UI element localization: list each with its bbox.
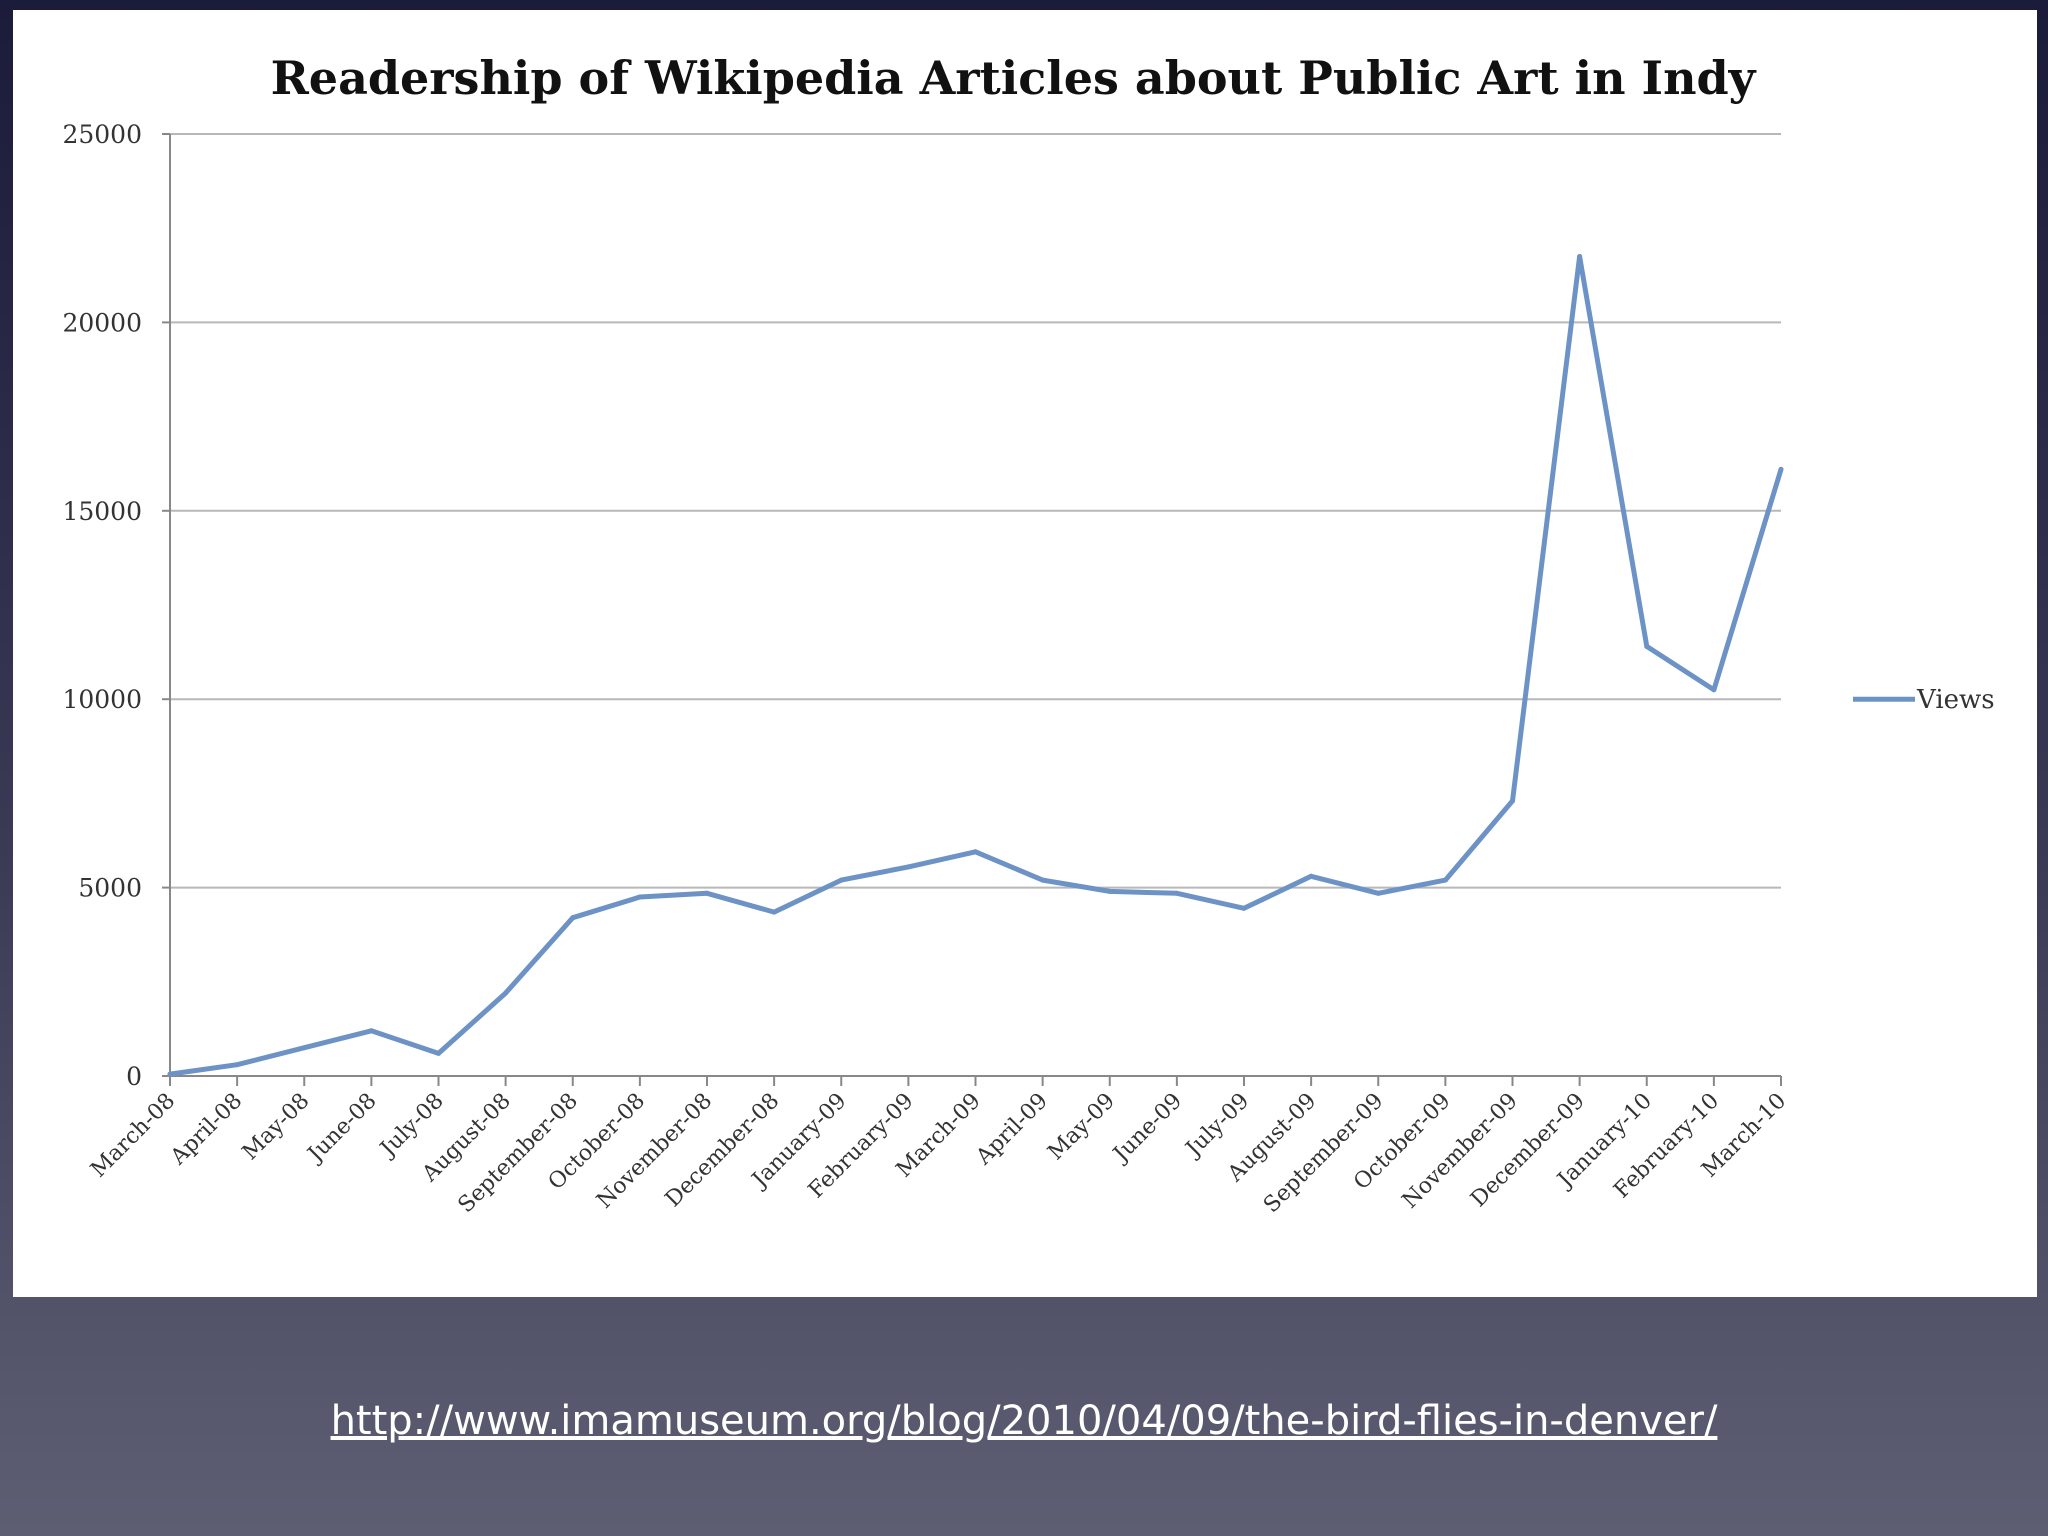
data-point [838, 877, 844, 883]
y-tick-label: 15000 [62, 497, 142, 526]
legend-label-views: Views [1916, 685, 1995, 715]
x-tick-label: September-09 [1259, 1089, 1388, 1218]
data-point [1778, 466, 1784, 472]
chart-panel: Readership of Wikipedia Articles about P… [13, 10, 2037, 1297]
x-tick-label: November-08 [592, 1089, 717, 1214]
source-link[interactable]: http://www.imamuseum.org/blog/2010/04/09… [330, 1398, 1718, 1444]
data-point [1510, 798, 1515, 804]
gridlines [170, 133, 1781, 1077]
data-point [167, 1071, 173, 1077]
y-tick-label: 20000 [62, 308, 142, 337]
data-point [570, 915, 576, 921]
x-tick-label: March-08 [86, 1089, 180, 1183]
data-point [1107, 888, 1113, 894]
y-tick-label: 0 [126, 1062, 142, 1091]
x-tick-label: May-09 [1043, 1089, 1120, 1166]
data-point [1308, 873, 1314, 879]
x-tick-label: June-08 [302, 1089, 382, 1169]
x-tick-label: December-09 [1466, 1089, 1590, 1213]
x-tick-label: November-09 [1398, 1089, 1523, 1214]
x-tick-label: June-09 [1107, 1089, 1187, 1169]
legend: Views [1853, 685, 1995, 715]
data-point [704, 890, 710, 896]
data-point [1711, 687, 1717, 693]
data-point [1174, 890, 1180, 896]
data-point [368, 1028, 374, 1034]
data-point [503, 990, 509, 996]
data-point [1644, 643, 1650, 649]
x-axis-ticks: March-08April-08May-08June-08July-08Augu… [86, 1089, 1791, 1218]
data-point [1375, 890, 1381, 896]
line-chart: Readership of Wikipedia Articles about P… [62, 51, 1995, 1218]
axes [162, 133, 1782, 1086]
data-point [1577, 253, 1583, 259]
data-point [436, 1050, 441, 1056]
data-point [905, 864, 911, 870]
data-point [234, 1062, 240, 1068]
data-point [637, 894, 643, 900]
x-tick-label: April-08 [165, 1089, 247, 1171]
series-line-views [167, 254, 1784, 1077]
series-layer [167, 253, 1784, 1077]
y-tick-label: 10000 [62, 685, 142, 714]
data-point [1442, 877, 1448, 883]
x-tick-label: September-08 [454, 1089, 583, 1218]
data-point [1241, 905, 1247, 911]
x-tick-label: May-08 [238, 1089, 315, 1166]
data-point [771, 909, 777, 915]
data-point [973, 849, 978, 855]
y-axis-ticks: 0 5000 10000 15000 20000 25000 [62, 120, 142, 1091]
y-tick-label: 25000 [62, 120, 142, 149]
x-tick-label: December-08 [661, 1089, 785, 1213]
y-tick-label: 5000 [78, 874, 142, 903]
data-point [1040, 877, 1046, 883]
data-point [301, 1045, 307, 1051]
chart-title: Readership of Wikipedia Articles about P… [271, 51, 1757, 105]
x-tick-label: April-09 [971, 1089, 1053, 1171]
